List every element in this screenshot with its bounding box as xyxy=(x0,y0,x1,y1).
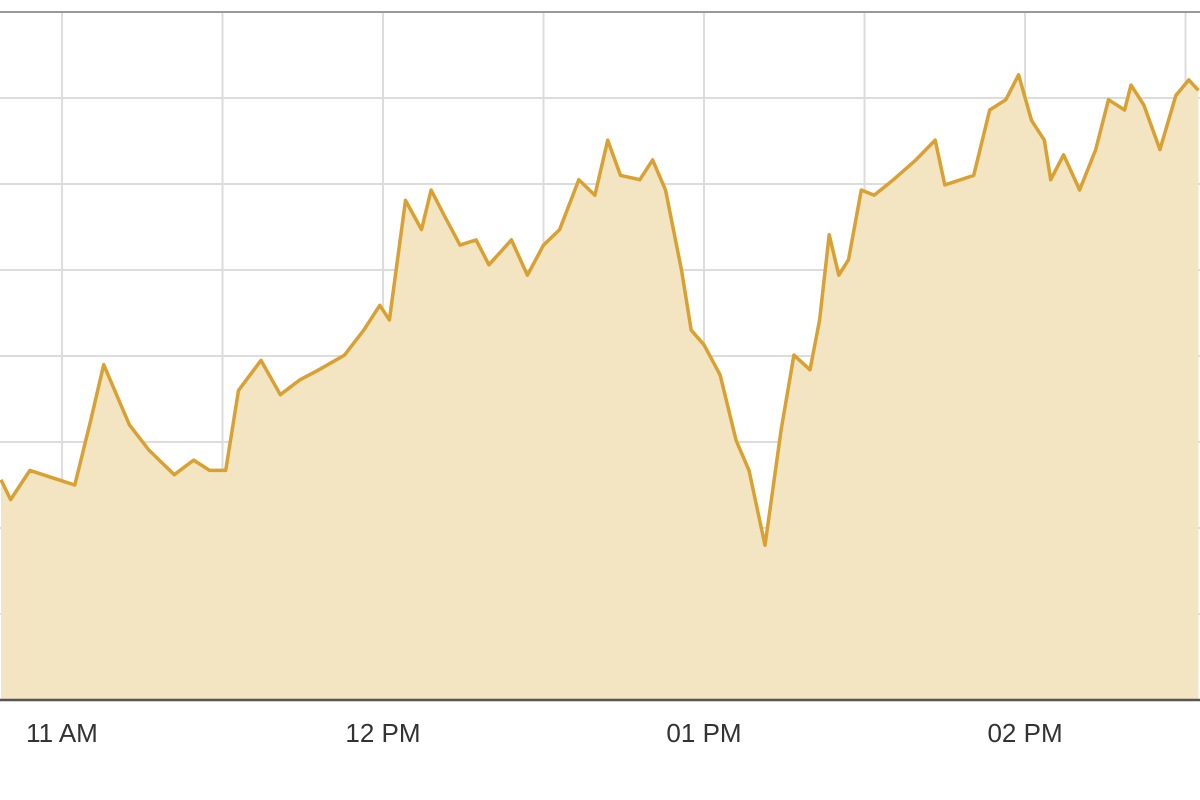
x-tick-label: 01 PM xyxy=(666,718,741,748)
line xyxy=(0,73,1200,547)
x-tick-label: 11 AM xyxy=(26,718,98,748)
x-tick-label: 02 PM xyxy=(987,718,1062,748)
area-fill xyxy=(1,74,1199,701)
x-tick-label: 12 PM xyxy=(345,718,420,748)
